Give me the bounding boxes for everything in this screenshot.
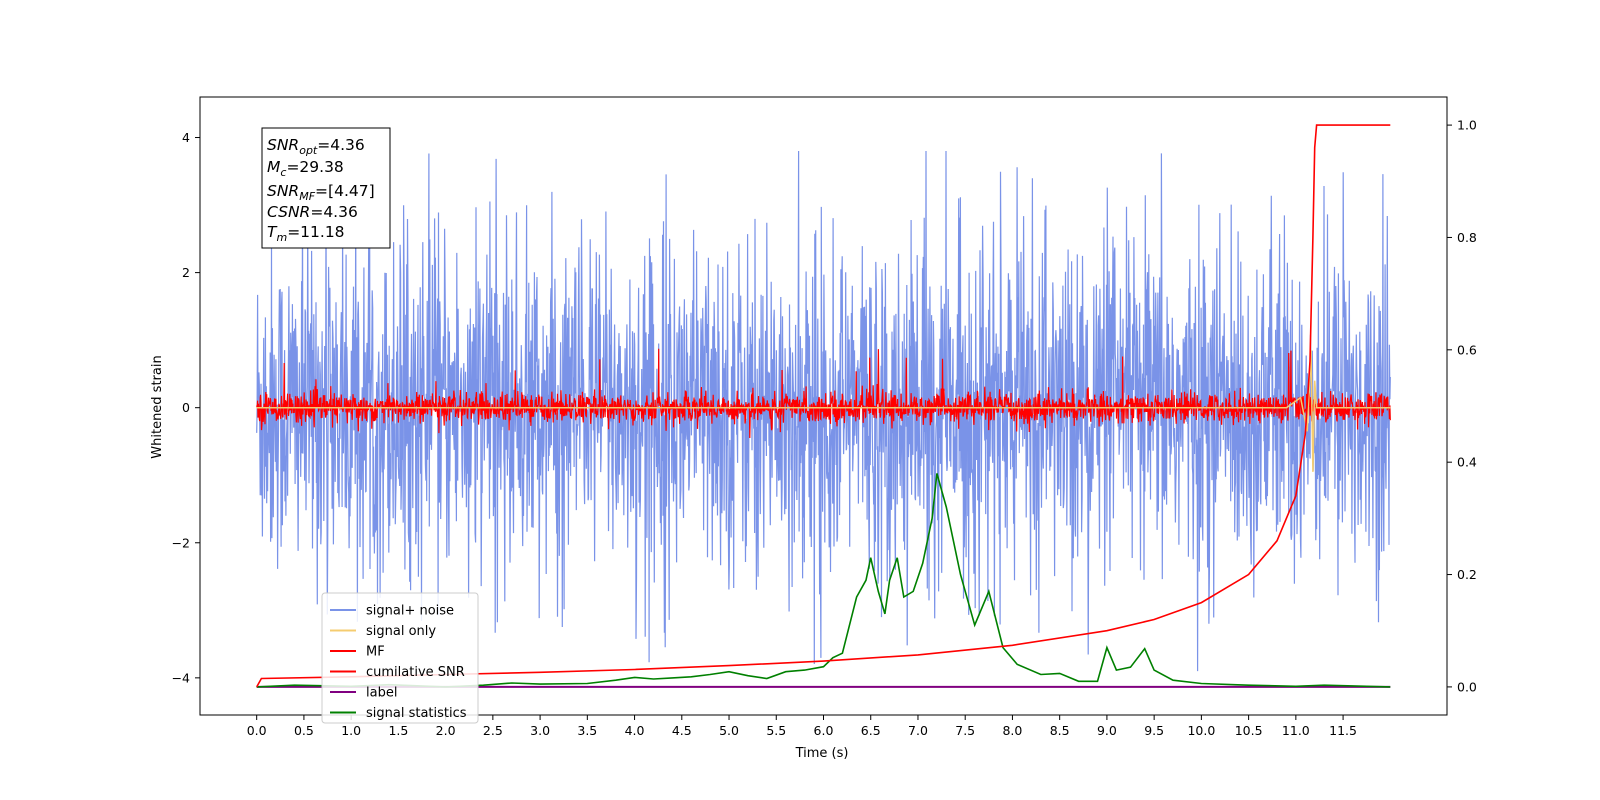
info-mc: Mc=29.38 — [267, 158, 344, 179]
y-tick-label: −2 — [172, 535, 190, 550]
y-axis-right: 0.0 0.2 0.4 0.6 0.8 1.0 — [1447, 118, 1477, 694]
x-tick-label: 3.0 — [530, 723, 550, 738]
info-box: SNRopt=4.36 Mc=29.38 SNRMF=[4.47] CSNR=4… — [261, 127, 391, 249]
legend: signal+ noise signal only MF cumilative SNR… — [321, 592, 479, 724]
legend-label: signal+ noise — [366, 604, 454, 619]
x-axis-label: Time (s) — [795, 746, 849, 761]
y2-tick-label: 0.6 — [1457, 342, 1477, 357]
x-tick-label: 4.0 — [625, 723, 645, 738]
x-tick-label: 6.0 — [814, 723, 834, 738]
y-axis-label: Whitened strain — [150, 355, 165, 458]
y2-tick-label: 0.2 — [1457, 567, 1477, 582]
x-tick-label: 8.5 — [1050, 723, 1070, 738]
info-snr-opt: SNRopt=4.36 — [267, 136, 365, 157]
legend-frame — [321, 592, 479, 724]
x-tick-label: 6.5 — [861, 723, 881, 738]
x-tick-label: 2.5 — [483, 723, 503, 738]
signal-noise-line — [256, 150, 1391, 672]
x-tick-label: 2.0 — [436, 723, 456, 738]
x-tick-label: 5.5 — [766, 723, 786, 738]
x-tick-label: 9.0 — [1097, 723, 1117, 738]
x-tick-label: 0.5 — [294, 723, 314, 738]
y-axis-left: −4 −2 0 2 4 — [172, 130, 200, 685]
legend-label: MF — [366, 645, 385, 660]
y2-tick-label: 1.0 — [1457, 118, 1477, 133]
signal-statistics-line — [256, 473, 1391, 688]
x-tick-label: 10.5 — [1235, 723, 1263, 738]
x-tick-label: 10.0 — [1187, 723, 1215, 738]
x-axis: 0.0 0.5 1.0 1.5 2.0 2.5 3.0 3.5 4.0 4.5 5.0 5.5 6.0 6… — [247, 715, 1357, 738]
info-snr-mf: SNRMF=[4.47] — [267, 182, 375, 203]
legend-label: label — [366, 686, 397, 701]
info-csnr: CSNR=4.36 — [267, 203, 358, 221]
y2-tick-label: 0.4 — [1457, 455, 1477, 470]
x-tick-label: 4.5 — [672, 723, 692, 738]
info-tm: Tm=11.18 — [267, 223, 345, 244]
x-tick-label: 1.5 — [388, 723, 408, 738]
legend-label: signal statistics — [366, 706, 467, 721]
legend-label: signal only — [366, 624, 436, 639]
legend-label: cumilative SNR — [366, 665, 465, 680]
x-tick-label: 7.0 — [908, 723, 928, 738]
x-tick-label: 8.0 — [1002, 723, 1022, 738]
x-tick-label: 3.5 — [577, 723, 597, 738]
x-tick-label: 0.0 — [247, 723, 267, 738]
y-tick-label: 2 — [182, 265, 190, 280]
y2-tick-label: 0.0 — [1457, 679, 1477, 694]
y-tick-label: 0 — [182, 400, 190, 415]
cumulative-snr-line — [256, 124, 1391, 688]
x-tick-label: 5.0 — [719, 723, 739, 738]
x-tick-label: 1.0 — [341, 723, 361, 738]
x-tick-label: 7.5 — [955, 723, 975, 738]
y-tick-label: −4 — [172, 670, 190, 685]
x-tick-label: 9.5 — [1144, 723, 1164, 738]
x-tick-label: 11.5 — [1329, 723, 1357, 738]
mf-line — [256, 348, 1391, 439]
y-tick-label: 4 — [182, 130, 190, 145]
x-tick-label: 11.0 — [1282, 723, 1310, 738]
y2-tick-label: 0.8 — [1457, 230, 1477, 245]
info-box-frame — [261, 127, 391, 249]
